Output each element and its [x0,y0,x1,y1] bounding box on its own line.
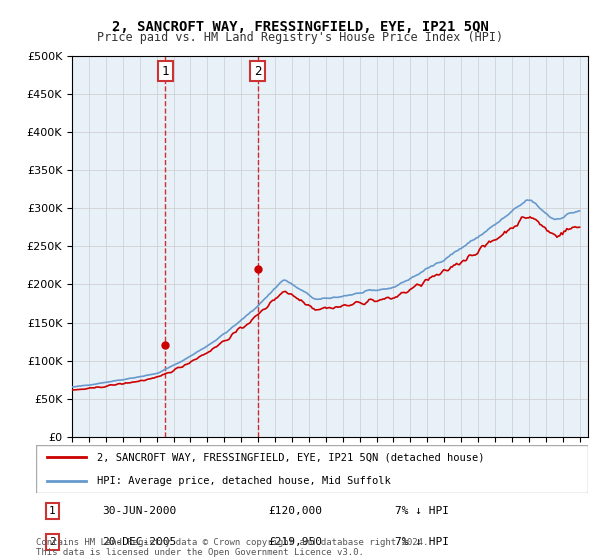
Text: 2: 2 [49,537,56,547]
Text: 7% ↓ HPI: 7% ↓ HPI [395,537,449,547]
Text: 1: 1 [49,506,56,516]
Text: 30-JUN-2000: 30-JUN-2000 [102,506,176,516]
Text: £219,950: £219,950 [268,537,322,547]
Text: 20-DEC-2005: 20-DEC-2005 [102,537,176,547]
Text: 1: 1 [161,65,169,78]
Text: 2, SANCROFT WAY, FRESSINGFIELD, EYE, IP21 5QN (detached house): 2, SANCROFT WAY, FRESSINGFIELD, EYE, IP2… [97,452,484,462]
Text: 2: 2 [254,65,262,78]
Text: Price paid vs. HM Land Registry's House Price Index (HPI): Price paid vs. HM Land Registry's House … [97,31,503,44]
Text: Contains HM Land Registry data © Crown copyright and database right 2024.
This d: Contains HM Land Registry data © Crown c… [36,538,428,557]
Text: 7% ↓ HPI: 7% ↓ HPI [395,506,449,516]
Text: 2, SANCROFT WAY, FRESSINGFIELD, EYE, IP21 5QN: 2, SANCROFT WAY, FRESSINGFIELD, EYE, IP2… [112,20,488,34]
Text: £120,000: £120,000 [268,506,322,516]
Text: HPI: Average price, detached house, Mid Suffolk: HPI: Average price, detached house, Mid … [97,476,391,486]
FancyBboxPatch shape [36,445,588,493]
